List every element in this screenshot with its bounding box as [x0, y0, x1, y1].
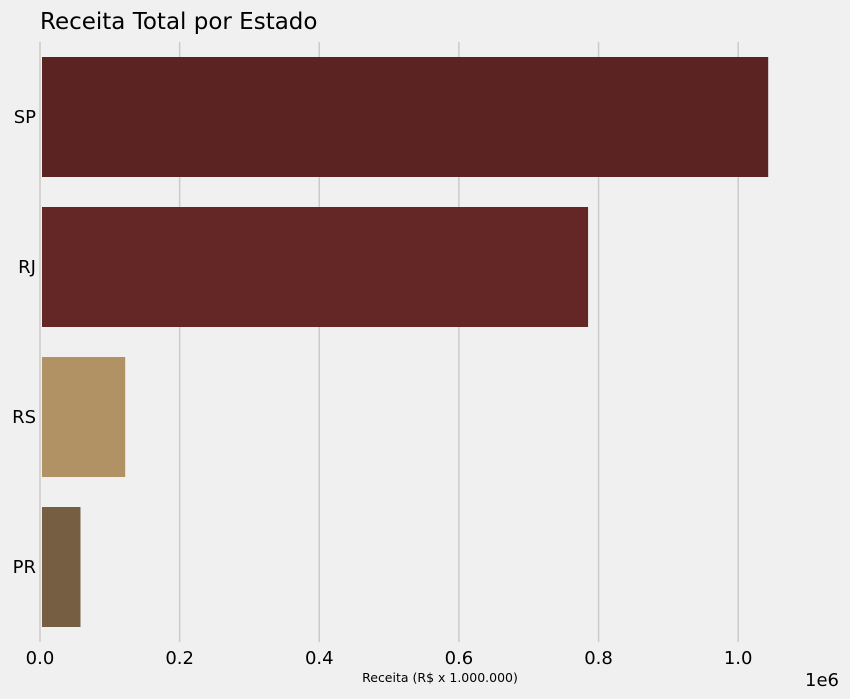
x-axis-offset-label: 1e6	[805, 670, 839, 691]
y-tick-label-sp: SP	[14, 107, 36, 128]
y-tick-labels: SP RJ RS PR	[12, 107, 36, 578]
bar-sp	[42, 57, 769, 177]
bar-rs	[42, 357, 126, 477]
x-axis-label: Receita (R$ x 1.000.000)	[362, 670, 518, 685]
x-tick-label: 0.6	[445, 648, 474, 669]
bar-pr	[42, 507, 81, 627]
x-tick-label: 0.0	[26, 648, 55, 669]
x-tick-label: 0.8	[584, 648, 613, 669]
x-tick-label: 1.0	[724, 648, 753, 669]
x-tick-label: 0.2	[165, 648, 194, 669]
bars	[42, 57, 769, 627]
x-tick-label: 0.4	[305, 648, 334, 669]
y-tick-label-rs: RS	[12, 407, 36, 428]
y-tick-label-rj: RJ	[18, 257, 36, 278]
chart-title: Receita Total por Estado	[40, 9, 317, 35]
bar-rj	[42, 207, 589, 327]
x-tick-labels: 0.0 0.2 0.4 0.6 0.8 1.0	[26, 648, 753, 669]
y-tick-label-pr: PR	[13, 557, 36, 578]
